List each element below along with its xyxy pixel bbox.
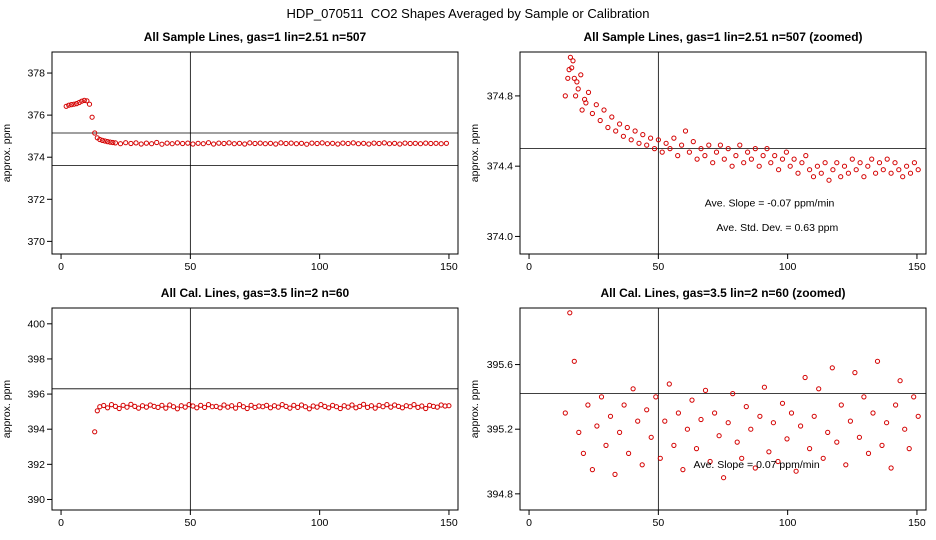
- svg-text:390: 390: [27, 494, 45, 506]
- svg-text:376: 376: [27, 110, 45, 122]
- chart-cal-lines: 0 50 100 150 390 392 394 396 398 400 All Cal. Line…: [1, 286, 459, 529]
- svg-text:150: 150: [908, 517, 926, 529]
- svg-text:50: 50: [653, 261, 665, 273]
- svg-text:Ave. Std. Dev. = 0.63 ppm: Ave. Std. Dev. = 0.63 ppm: [716, 222, 838, 234]
- svg-text:approx. ppm: approx. ppm: [1, 380, 13, 439]
- chart-sample-lines-zoomed: 0 50 100 150 374.0 374.4 374.8 All Sample Lines…: [469, 30, 927, 273]
- svg-text:392: 392: [27, 459, 45, 471]
- svg-text:372: 372: [27, 194, 45, 206]
- svg-text:50: 50: [185, 261, 197, 273]
- svg-text:378: 378: [27, 68, 45, 80]
- svg-text:100: 100: [779, 261, 797, 273]
- svg-text:374.8: 374.8: [487, 90, 513, 102]
- svg-text:0: 0: [526, 517, 532, 529]
- svg-text:All Cal. Lines, gas=3.5 lin=2: All Cal. Lines, gas=3.5 lin=2 n=60: [161, 286, 350, 300]
- svg-text:400: 400: [27, 318, 45, 330]
- svg-text:approx. ppm: approx. ppm: [469, 380, 481, 439]
- svg-text:Ave. Slope = -0.07 ppm/min: Ave. Slope = -0.07 ppm/min: [705, 198, 835, 210]
- svg-text:50: 50: [185, 517, 197, 529]
- svg-text:398: 398: [27, 353, 45, 365]
- svg-text:0: 0: [58, 517, 64, 529]
- svg-text:All Sample Lines, gas=1 lin=2.: All Sample Lines, gas=1 lin=2.51 n=507: [144, 30, 367, 44]
- svg-text:All Sample Lines, gas=1 lin=2.: All Sample Lines, gas=1 lin=2.51 n=507 (…: [583, 30, 862, 44]
- svg-text:100: 100: [311, 261, 329, 273]
- svg-text:50: 50: [653, 517, 665, 529]
- svg-text:394.8: 394.8: [487, 488, 513, 500]
- svg-text:374.4: 374.4: [487, 161, 513, 173]
- svg-text:396: 396: [27, 389, 45, 401]
- svg-text:395.2: 395.2: [487, 424, 513, 436]
- svg-text:All Cal. Lines, gas=3.5 lin=2: All Cal. Lines, gas=3.5 lin=2 n=60 (zoom…: [600, 286, 845, 300]
- svg-text:150: 150: [908, 261, 926, 273]
- svg-text:150: 150: [440, 517, 458, 529]
- svg-text:100: 100: [311, 517, 329, 529]
- chart-sample-lines: 0 50 100 150 370 372 374 376 378 All Sample Lines…: [1, 30, 459, 273]
- svg-text:394: 394: [27, 424, 45, 436]
- svg-text:approx. ppm: approx. ppm: [469, 124, 481, 183]
- chart-cal-lines-zoomed: 0 50 100 150 394.8 395.2 395.6 All Cal. Lines, …: [469, 286, 927, 529]
- svg-text:395.6: 395.6: [487, 359, 513, 371]
- svg-text:0: 0: [58, 261, 64, 273]
- svg-text:0: 0: [526, 261, 532, 273]
- main-title: HDP_070511 CO2 Shapes Averaged by Sample…: [286, 6, 650, 21]
- svg-text:Ave. Slope = 0.07 ppm/min: Ave. Slope = 0.07 ppm/min: [694, 459, 820, 471]
- svg-text:374: 374: [27, 152, 45, 164]
- chart-grid: 0 50 100 150 370 372 374 376 378 All Sample Lines…: [0, 28, 936, 540]
- svg-text:150: 150: [440, 261, 458, 273]
- svg-text:100: 100: [779, 517, 797, 529]
- svg-text:374.0: 374.0: [487, 231, 513, 243]
- svg-text:370: 370: [27, 236, 45, 248]
- svg-text:approx. ppm: approx. ppm: [1, 124, 13, 183]
